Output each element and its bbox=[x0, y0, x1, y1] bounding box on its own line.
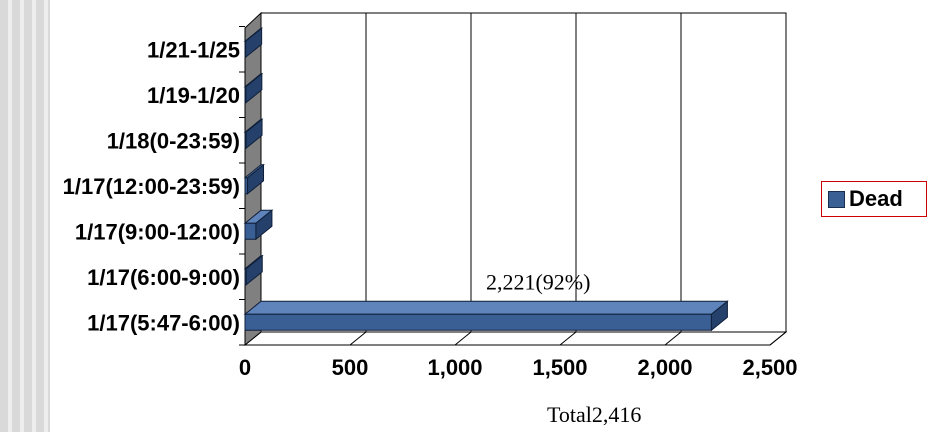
x-tick-label: 500 bbox=[332, 355, 369, 380]
bar-front bbox=[244, 222, 257, 240]
bar bbox=[243, 118, 264, 150]
legend-label: Dead bbox=[849, 186, 903, 211]
x-tick-label: 1,000 bbox=[427, 355, 482, 380]
legend: Dead bbox=[821, 181, 927, 217]
bar-top bbox=[243, 300, 729, 315]
bar-side bbox=[245, 27, 263, 59]
bar bbox=[243, 27, 264, 59]
bar-side bbox=[255, 209, 273, 241]
x-tick-label: 2,000 bbox=[637, 355, 692, 380]
bar-side bbox=[710, 300, 728, 332]
x-tick-label: 1,500 bbox=[532, 355, 587, 380]
bar-side bbox=[247, 163, 265, 195]
bar bbox=[243, 163, 265, 195]
x-tick-label: 2,500 bbox=[742, 355, 797, 380]
category-labels: 1/17(5:47-6:00) 1/17(6:00-9:00) 1/17(9:00-… bbox=[63, 37, 240, 335]
category-label: 1/17(5:47-6:00) bbox=[87, 310, 240, 335]
bars bbox=[243, 27, 729, 332]
bar bbox=[243, 254, 264, 286]
category-label: 1/17(12:00-23:59) bbox=[63, 174, 240, 199]
total-label: Total2,416 bbox=[547, 402, 642, 427]
category-label: 1/17(6:00-9:00) bbox=[87, 265, 240, 290]
category-label: 1/21-1/25 bbox=[147, 37, 240, 62]
bar bbox=[243, 209, 274, 241]
gridline-floor bbox=[454, 331, 472, 346]
category-label: 1/18(0-23:59) bbox=[107, 128, 240, 153]
bar-side bbox=[245, 72, 263, 104]
plot-floor bbox=[243, 331, 788, 346]
gridline-floor bbox=[664, 331, 682, 346]
bar-front bbox=[244, 313, 712, 331]
data-label-annotation: 2,221(92%) bbox=[486, 269, 590, 294]
category-ticks bbox=[239, 26, 245, 346]
x-tick-label: 0 bbox=[239, 355, 251, 380]
bar bbox=[243, 72, 264, 104]
bar-side bbox=[245, 254, 263, 286]
category-label: 1/19-1/20 bbox=[147, 83, 240, 108]
legend-swatch bbox=[828, 190, 845, 208]
gridlines bbox=[349, 13, 787, 346]
gridline-floor bbox=[769, 331, 787, 346]
background-stripes bbox=[0, 0, 50, 432]
category-label: 1/17(9:00-12:00) bbox=[75, 219, 240, 244]
gridline-floor bbox=[559, 331, 577, 346]
gridline-floor bbox=[349, 331, 367, 346]
bar-side bbox=[245, 118, 263, 150]
bar bbox=[243, 300, 729, 332]
x-axis-tick-labels: 0 500 1,000 1,500 2,000 2,500 bbox=[239, 355, 798, 380]
